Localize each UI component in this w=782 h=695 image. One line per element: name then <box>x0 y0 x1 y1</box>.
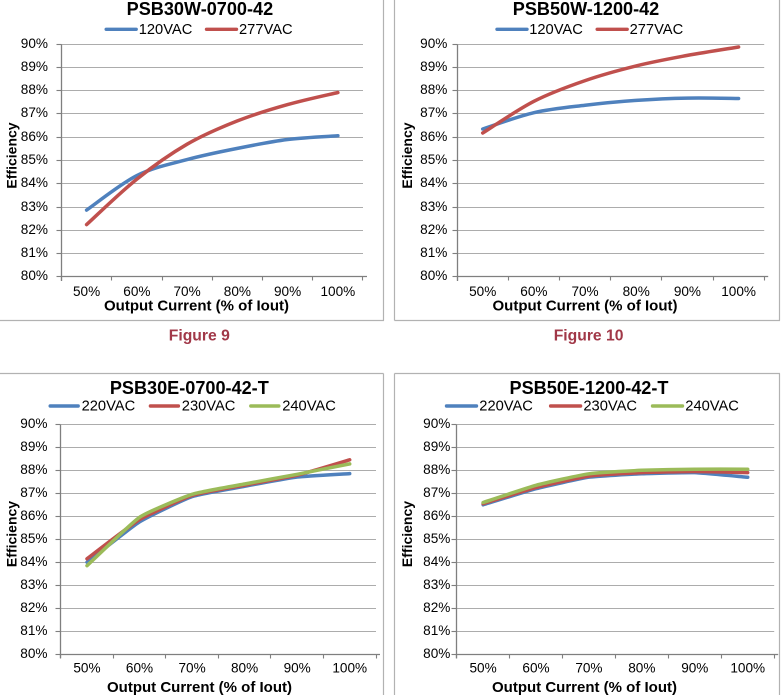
svg-text:89%: 89% <box>20 439 47 454</box>
svg-text:PSB30E-0700-42-T: PSB30E-0700-42-T <box>110 378 269 398</box>
svg-text:84%: 84% <box>20 554 47 569</box>
svg-text:70%: 70% <box>575 660 602 675</box>
svg-text:89%: 89% <box>420 59 447 74</box>
svg-text:100%: 100% <box>721 284 756 299</box>
svg-text:60%: 60% <box>126 660 153 675</box>
svg-text:120VAC: 120VAC <box>139 22 193 38</box>
svg-text:Efficiency: Efficiency <box>399 122 415 188</box>
svg-text:90%: 90% <box>274 284 301 299</box>
svg-text:240VAC: 240VAC <box>685 398 739 414</box>
svg-text:81%: 81% <box>21 245 48 260</box>
svg-text:87%: 87% <box>423 485 450 500</box>
svg-text:85%: 85% <box>20 531 47 546</box>
svg-text:277VAC: 277VAC <box>630 22 684 38</box>
svg-text:82%: 82% <box>420 222 447 237</box>
svg-text:90%: 90% <box>420 36 447 51</box>
svg-text:80%: 80% <box>231 660 258 675</box>
svg-text:70%: 70% <box>174 284 201 299</box>
svg-text:80%: 80% <box>420 268 447 283</box>
svg-text:230VAC: 230VAC <box>583 398 637 414</box>
svg-text:240VAC: 240VAC <box>282 398 336 414</box>
svg-text:Figure 10: Figure 10 <box>554 328 624 345</box>
svg-text:Output Current (% of Iout): Output Current (% of Iout) <box>107 679 292 695</box>
svg-text:89%: 89% <box>423 439 450 454</box>
svg-text:Efficiency: Efficiency <box>399 501 415 567</box>
svg-text:86%: 86% <box>20 508 47 523</box>
svg-text:230VAC: 230VAC <box>182 398 236 414</box>
svg-text:90%: 90% <box>20 416 47 431</box>
svg-text:Output Current (% of Iout): Output Current (% of Iout) <box>104 298 289 315</box>
svg-text:83%: 83% <box>420 199 447 214</box>
svg-text:81%: 81% <box>20 623 47 638</box>
svg-text:100%: 100% <box>332 660 367 675</box>
svg-text:86%: 86% <box>21 129 48 144</box>
svg-text:84%: 84% <box>21 175 48 190</box>
svg-text:86%: 86% <box>420 129 447 144</box>
svg-text:84%: 84% <box>420 175 447 190</box>
svg-text:120VAC: 120VAC <box>529 22 583 38</box>
svg-text:87%: 87% <box>20 485 47 500</box>
svg-text:60%: 60% <box>520 284 547 299</box>
svg-text:82%: 82% <box>423 600 450 615</box>
svg-text:84%: 84% <box>423 554 450 569</box>
svg-text:80%: 80% <box>224 284 251 299</box>
svg-text:83%: 83% <box>21 199 48 214</box>
svg-text:86%: 86% <box>423 508 450 523</box>
svg-text:60%: 60% <box>522 660 549 675</box>
svg-text:Figure 9: Figure 9 <box>169 328 230 345</box>
svg-text:80%: 80% <box>423 646 450 661</box>
svg-text:50%: 50% <box>469 660 496 675</box>
svg-text:85%: 85% <box>420 152 447 167</box>
svg-text:220VAC: 220VAC <box>479 398 533 414</box>
svg-text:81%: 81% <box>423 623 450 638</box>
svg-text:90%: 90% <box>674 284 701 299</box>
svg-text:87%: 87% <box>420 105 447 120</box>
svg-text:100%: 100% <box>320 284 355 299</box>
svg-text:PSB50W-1200-42: PSB50W-1200-42 <box>513 0 659 19</box>
svg-text:80%: 80% <box>20 646 47 661</box>
svg-text:82%: 82% <box>21 222 48 237</box>
svg-text:88%: 88% <box>20 462 47 477</box>
svg-text:85%: 85% <box>21 152 48 167</box>
svg-text:50%: 50% <box>73 660 100 675</box>
svg-text:Output Current (% of Iout): Output Current (% of Iout) <box>492 679 677 695</box>
svg-text:100%: 100% <box>730 660 765 675</box>
svg-text:83%: 83% <box>20 577 47 592</box>
svg-text:Efficiency: Efficiency <box>4 501 20 567</box>
svg-text:220VAC: 220VAC <box>82 398 136 414</box>
svg-text:PSB30W-0700-42: PSB30W-0700-42 <box>127 0 273 19</box>
svg-text:277VAC: 277VAC <box>239 22 293 38</box>
svg-text:90%: 90% <box>681 660 708 675</box>
svg-text:Output Current (% of Iout): Output Current (% of Iout) <box>493 298 678 315</box>
svg-text:80%: 80% <box>623 284 650 299</box>
svg-text:83%: 83% <box>423 577 450 592</box>
svg-text:80%: 80% <box>21 268 48 283</box>
svg-text:60%: 60% <box>123 284 150 299</box>
svg-text:88%: 88% <box>420 82 447 97</box>
svg-text:88%: 88% <box>21 82 48 97</box>
svg-text:Efficiency: Efficiency <box>4 122 20 188</box>
svg-text:87%: 87% <box>21 105 48 120</box>
svg-text:70%: 70% <box>571 284 598 299</box>
svg-text:50%: 50% <box>73 284 100 299</box>
svg-text:70%: 70% <box>178 660 205 675</box>
svg-text:PSB50E-1200-42-T: PSB50E-1200-42-T <box>510 378 669 398</box>
svg-text:80%: 80% <box>628 660 655 675</box>
svg-text:89%: 89% <box>21 59 48 74</box>
svg-text:90%: 90% <box>284 660 311 675</box>
svg-text:88%: 88% <box>423 462 450 477</box>
svg-text:90%: 90% <box>21 36 48 51</box>
svg-text:50%: 50% <box>469 284 496 299</box>
svg-text:82%: 82% <box>20 600 47 615</box>
svg-text:85%: 85% <box>423 531 450 546</box>
svg-text:90%: 90% <box>423 416 450 431</box>
svg-text:81%: 81% <box>420 245 447 260</box>
